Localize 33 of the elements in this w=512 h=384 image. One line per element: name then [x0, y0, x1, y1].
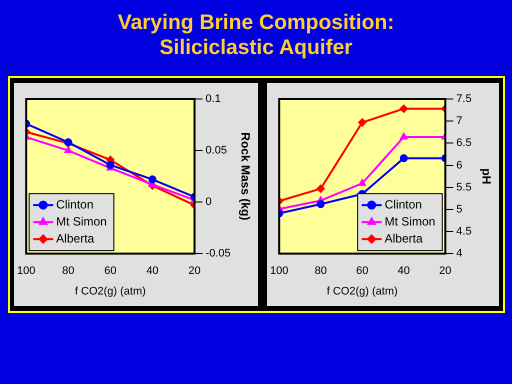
x-tick-label: 40 [146, 265, 159, 278]
legend-label: Mt Simon [384, 214, 436, 228]
y-tick-label: 0 [206, 196, 212, 208]
x-tick-label: 20 [439, 265, 452, 278]
x-tick-label: 60 [356, 265, 368, 278]
legend-label: Alberta [56, 231, 95, 246]
x-tick-label: 80 [314, 265, 327, 278]
text: Varying Brine Composition: Siliciclastic Aquifer [116, 10, 396, 60]
x-axis-title: f CO2(g) (atm) [326, 285, 398, 298]
y-tick-label: 0.1 [206, 93, 221, 106]
y-tick-label: 6.5 [456, 137, 472, 150]
y-tick-label: 7.5 [456, 93, 472, 106]
y-tick-label: 4.5 [456, 226, 472, 238]
y-tick-label: 7 [456, 115, 462, 128]
x-tick-label: 100 [270, 265, 288, 278]
y-axis-title: Rock Mass (kg) [238, 132, 252, 220]
y-tick-label: -0.05 [206, 248, 231, 260]
legend-label: Clinton [56, 197, 94, 212]
legend-label: Mt Simon [56, 214, 107, 228]
y-tick-label: 5 [456, 203, 462, 216]
y-tick-label: 5.5 [456, 181, 472, 194]
x-tick-label: 60 [104, 265, 116, 278]
x-axis-title: f CO2(g) (atm) [74, 285, 146, 298]
x-tick-label: 100 [16, 265, 36, 278]
legend-label: Alberta [384, 231, 423, 246]
x-tick-label: 80 [62, 265, 74, 278]
x-tick-label: 40 [398, 265, 410, 278]
x-tick-label: 20 [188, 265, 201, 278]
y-axis-title: pH [479, 168, 494, 184]
legend-label: Clinton [384, 197, 422, 212]
y-tick-label: 4 [456, 248, 462, 260]
y-tick-label: 0.05 [206, 144, 227, 157]
y-tick-label: 6 [456, 159, 462, 172]
